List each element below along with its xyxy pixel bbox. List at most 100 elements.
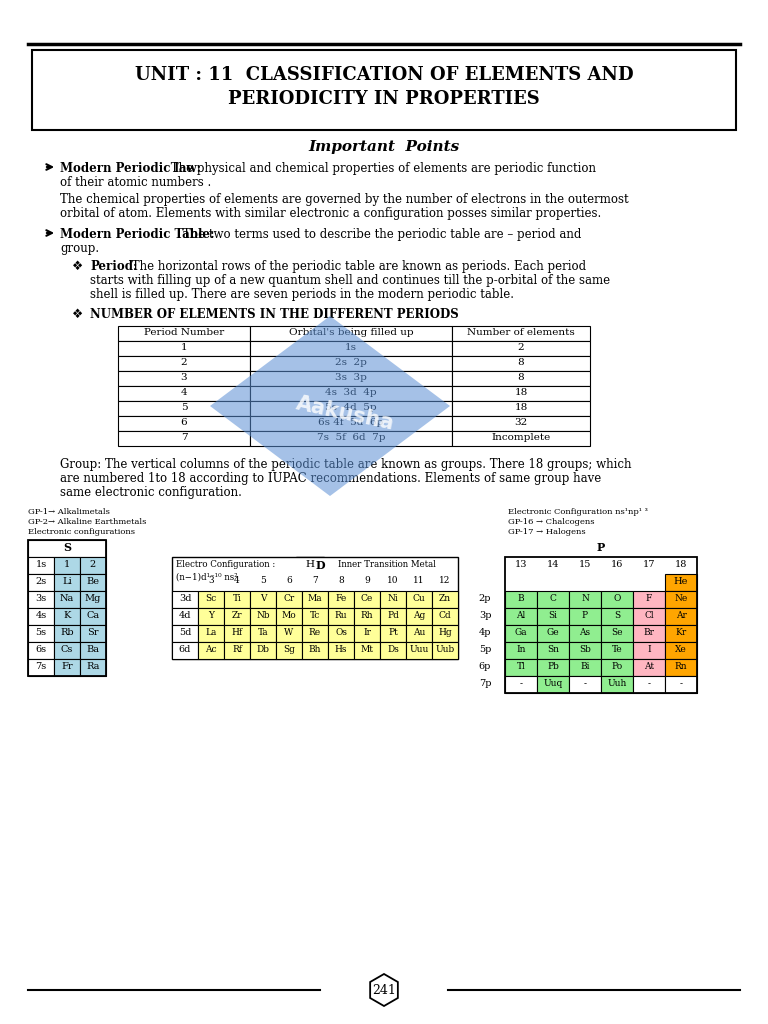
Bar (80, 608, 106, 625)
Bar (452, 386, 590, 401)
Bar (302, 642, 328, 659)
Text: Si: Si (548, 611, 558, 620)
Text: Fr: Fr (61, 662, 73, 671)
Bar (665, 608, 697, 625)
Bar (537, 625, 569, 642)
Bar (452, 416, 590, 431)
Text: 15: 15 (579, 560, 591, 569)
Text: 2: 2 (518, 343, 525, 352)
Text: Mo: Mo (282, 611, 296, 620)
Bar (172, 625, 198, 642)
Text: 4s  3d  4p: 4s 3d 4p (325, 388, 377, 397)
Text: 9: 9 (364, 575, 370, 585)
Bar (28, 625, 54, 642)
Bar (172, 591, 198, 608)
Bar (54, 625, 80, 642)
Text: Na: Na (60, 594, 74, 603)
Text: Important  Points: Important Points (309, 140, 459, 154)
Text: Aakusha: Aakusha (294, 394, 396, 434)
Bar (198, 625, 224, 642)
Text: Li: Li (62, 577, 72, 586)
Bar (172, 557, 458, 659)
Bar (54, 557, 80, 574)
Text: 4d: 4d (179, 611, 191, 620)
Text: Au: Au (413, 628, 425, 637)
Bar (80, 642, 106, 659)
Text: 6: 6 (286, 575, 292, 585)
Bar (118, 401, 250, 416)
Text: starts with filling up of a new quantum shell and continues till the p-orbital o: starts with filling up of a new quantum … (90, 274, 610, 287)
Bar (118, 326, 250, 341)
Bar (250, 326, 452, 341)
Bar (172, 642, 198, 659)
Text: Pd: Pd (387, 611, 399, 620)
Text: -: - (647, 679, 650, 688)
Text: 4: 4 (234, 575, 240, 585)
Text: 18: 18 (515, 403, 528, 412)
Polygon shape (210, 316, 450, 496)
Bar (601, 591, 633, 608)
Bar (80, 574, 106, 591)
Bar (354, 642, 380, 659)
Bar (354, 608, 380, 625)
Bar (250, 386, 452, 401)
Text: He: He (674, 577, 688, 586)
Text: Ga: Ga (515, 628, 528, 637)
Bar (601, 642, 633, 659)
Text: (n−1)d¹⁻¹⁰ ns²: (n−1)d¹⁻¹⁰ ns² (176, 573, 237, 582)
Text: Cu: Cu (412, 594, 425, 603)
Text: Incomplete: Incomplete (492, 433, 551, 442)
Text: ❖: ❖ (72, 308, 83, 321)
Text: 10: 10 (387, 575, 399, 585)
Text: shell is filled up. There are seven periods in the modern periodic table.: shell is filled up. There are seven peri… (90, 288, 514, 301)
Bar (406, 642, 432, 659)
Text: S: S (614, 611, 620, 620)
Text: 18: 18 (515, 388, 528, 397)
Text: Se: Se (611, 628, 623, 637)
Bar (569, 676, 601, 693)
Text: Cd: Cd (439, 611, 452, 620)
Bar (633, 608, 665, 625)
Text: Group: The vertical columns of the periodic table are known as groups. There 18 : Group: The vertical columns of the perio… (60, 458, 631, 471)
Bar (54, 608, 80, 625)
Bar (505, 625, 537, 642)
Text: Ni: Ni (388, 594, 399, 603)
Text: 3s  3p: 3s 3p (335, 373, 367, 382)
Text: I: I (647, 645, 650, 654)
Text: 8: 8 (338, 575, 344, 585)
Text: Number of elements: Number of elements (467, 328, 575, 337)
Text: 3p: 3p (478, 611, 492, 620)
Bar (28, 557, 54, 574)
Bar (432, 591, 458, 608)
Text: Modern Periodic Table:: Modern Periodic Table: (60, 228, 214, 241)
Text: -: - (584, 679, 587, 688)
Text: NUMBER OF ELEMENTS IN THE DIFFERENT PERIODS: NUMBER OF ELEMENTS IN THE DIFFERENT PERI… (90, 308, 458, 321)
Bar (633, 625, 665, 642)
Text: 5: 5 (260, 575, 266, 585)
Bar (569, 642, 601, 659)
Bar (452, 356, 590, 371)
Bar (665, 642, 697, 659)
Bar (28, 659, 54, 676)
Text: 17: 17 (643, 560, 655, 569)
Text: P: P (597, 542, 605, 553)
Bar (80, 557, 106, 574)
Text: Sc: Sc (205, 594, 217, 603)
Text: 7s: 7s (35, 662, 47, 671)
Bar (380, 625, 406, 642)
Text: 3: 3 (180, 373, 187, 382)
Text: Sr: Sr (88, 628, 99, 637)
Bar (432, 625, 458, 642)
Bar (172, 608, 198, 625)
Text: Electronic Configuration ns¹np¹ ³: Electronic Configuration ns¹np¹ ³ (508, 508, 648, 516)
Text: Sg: Sg (283, 645, 295, 654)
Text: Orbital's being filled up: Orbital's being filled up (289, 328, 413, 337)
Text: Rn: Rn (674, 662, 687, 671)
Text: Bi: Bi (581, 662, 590, 671)
Bar (250, 608, 276, 625)
Text: Ra: Ra (86, 662, 100, 671)
Bar (118, 341, 250, 356)
Text: 6p: 6p (478, 662, 492, 671)
Text: 13: 13 (515, 560, 528, 569)
Bar (224, 591, 250, 608)
